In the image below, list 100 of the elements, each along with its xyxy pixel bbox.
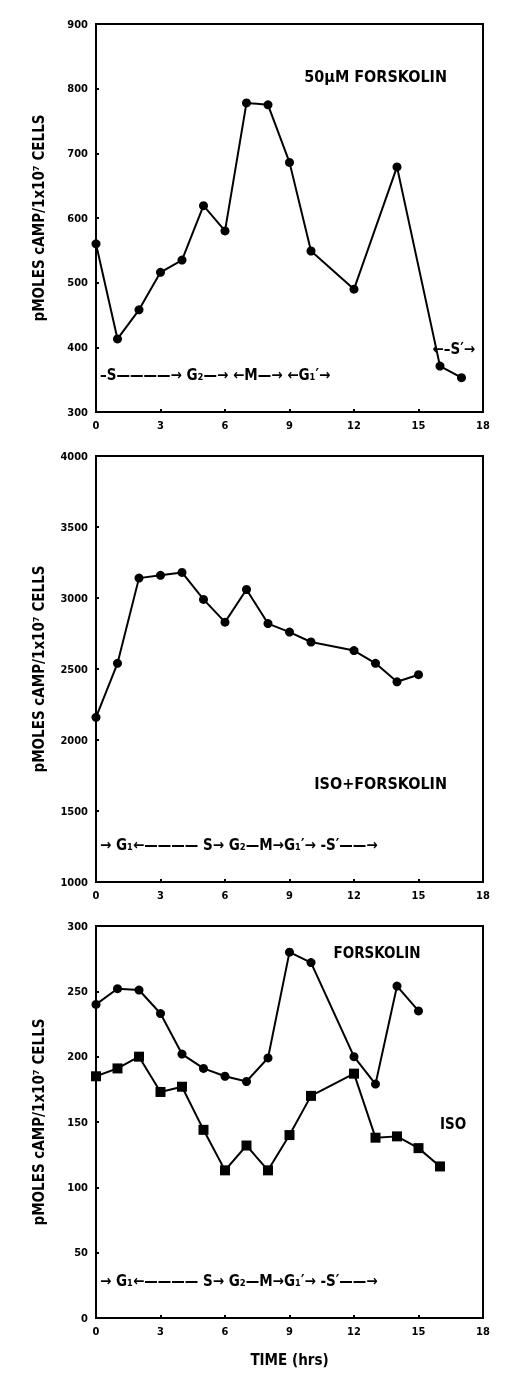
point — [392, 1131, 402, 1142]
point — [220, 226, 230, 236]
point — [198, 1124, 209, 1135]
point — [112, 1063, 123, 1074]
point — [413, 1143, 424, 1154]
point — [285, 157, 294, 167]
point — [91, 239, 101, 249]
point — [285, 947, 294, 957]
point — [392, 981, 402, 991]
point — [113, 334, 122, 344]
y-tick-label: 1500 — [60, 804, 89, 818]
x-tick-label: 12 — [347, 419, 361, 432]
series-label: FORSKOLIN — [333, 943, 421, 962]
point — [349, 1068, 359, 1079]
point — [241, 1140, 252, 1151]
x-tick-label: 9 — [286, 1325, 294, 1338]
annotation: → G₁←———— S→ G₂—M→G₁′→ -S′——→ — [100, 835, 378, 854]
point — [435, 1161, 445, 1172]
y-tick-label: 3500 — [60, 520, 89, 534]
point — [435, 361, 445, 371]
point — [263, 1053, 273, 1063]
y-tick-label: 300 — [67, 919, 89, 933]
x-axis-title: TIME (hrs) — [250, 1350, 329, 1369]
y-tick-label: 1000 — [60, 875, 89, 889]
annotation: → G₁←———— S→ G₂—M→G₁′→ -S′——→ — [100, 1271, 378, 1290]
y-axis-title: pMOLES cAMP/1x10⁷ CELLS — [29, 1018, 48, 1226]
point — [155, 1086, 166, 1097]
point — [263, 619, 273, 629]
text: ISO+FORSKOLIN — [314, 773, 447, 793]
x-tick-label: 18 — [476, 1325, 490, 1338]
x-tick-label: 0 — [92, 889, 100, 902]
x-tick-label: 9 — [286, 889, 294, 902]
y-tick-label: 600 — [67, 211, 89, 225]
point — [263, 100, 273, 110]
point — [284, 1130, 295, 1141]
point — [242, 98, 251, 108]
y-tick-label: 250 — [67, 984, 89, 998]
point — [306, 637, 316, 647]
point — [113, 984, 122, 994]
point — [306, 246, 316, 256]
point — [177, 1081, 187, 1092]
point — [392, 162, 402, 172]
x-tick-label: 6 — [221, 419, 229, 432]
x-tick-label: 12 — [347, 1325, 361, 1338]
point — [242, 1077, 251, 1086]
x-tick-label: 0 — [92, 419, 100, 432]
y-tick-label: 3000 — [60, 591, 89, 605]
x-tick-label: 9 — [286, 419, 294, 432]
point — [156, 570, 165, 580]
y-tick-label: 2000 — [60, 733, 89, 747]
x-tick-label: 12 — [347, 889, 361, 902]
x-tick-label: 0 — [92, 1325, 100, 1338]
y-tick-label: 4000 — [60, 449, 89, 463]
y-tick-label: 0 — [81, 1311, 89, 1325]
x-tick-label: 15 — [411, 1325, 426, 1338]
point — [263, 1165, 273, 1176]
point — [177, 567, 187, 577]
point — [220, 617, 230, 627]
y-tick-label: 2500 — [60, 662, 89, 676]
point — [156, 267, 165, 277]
text: 50μM FORSKOLIN — [304, 66, 448, 86]
point — [91, 999, 101, 1009]
point — [414, 1006, 423, 1016]
y-tick-label: 50 — [74, 1246, 89, 1260]
point — [156, 1009, 165, 1019]
point — [349, 284, 359, 294]
point — [177, 255, 187, 265]
point — [91, 712, 101, 722]
y-tick-label: 150 — [67, 1115, 89, 1129]
y-tick-label: 500 — [67, 276, 89, 290]
point — [199, 1063, 208, 1073]
y-tick-label: 900 — [67, 17, 89, 31]
x-tick-label: 18 — [476, 419, 490, 432]
point — [220, 1071, 230, 1081]
point — [392, 677, 402, 687]
point — [349, 646, 359, 656]
series-label: ISO — [440, 1115, 467, 1134]
y-tick-label: 400 — [67, 340, 89, 354]
point — [134, 305, 144, 315]
point — [414, 670, 423, 680]
x-tick-label: 3 — [157, 1325, 165, 1338]
y-tick-label: 300 — [67, 405, 89, 419]
y-tick-label: 800 — [67, 82, 89, 96]
point — [199, 594, 208, 604]
x-tick-label: 3 — [157, 889, 165, 902]
y-tick-label: 700 — [67, 146, 89, 160]
point — [134, 573, 144, 583]
point — [177, 1049, 187, 1059]
point — [285, 627, 294, 637]
x-tick-label: 15 — [411, 419, 426, 432]
point — [371, 658, 380, 668]
x-tick-label: 3 — [157, 419, 165, 432]
x-tick-label: 6 — [221, 1325, 229, 1338]
point — [371, 1079, 380, 1089]
point — [242, 584, 251, 594]
y-axis-title: pMOLES cAMP/1x10⁷ CELLS — [29, 114, 48, 322]
y-tick-label: 100 — [67, 1180, 89, 1194]
annotation: –S————→ G₂—→ ←M—→ ←G₁′→ — [100, 365, 331, 384]
point — [306, 958, 316, 968]
point — [220, 1165, 230, 1176]
